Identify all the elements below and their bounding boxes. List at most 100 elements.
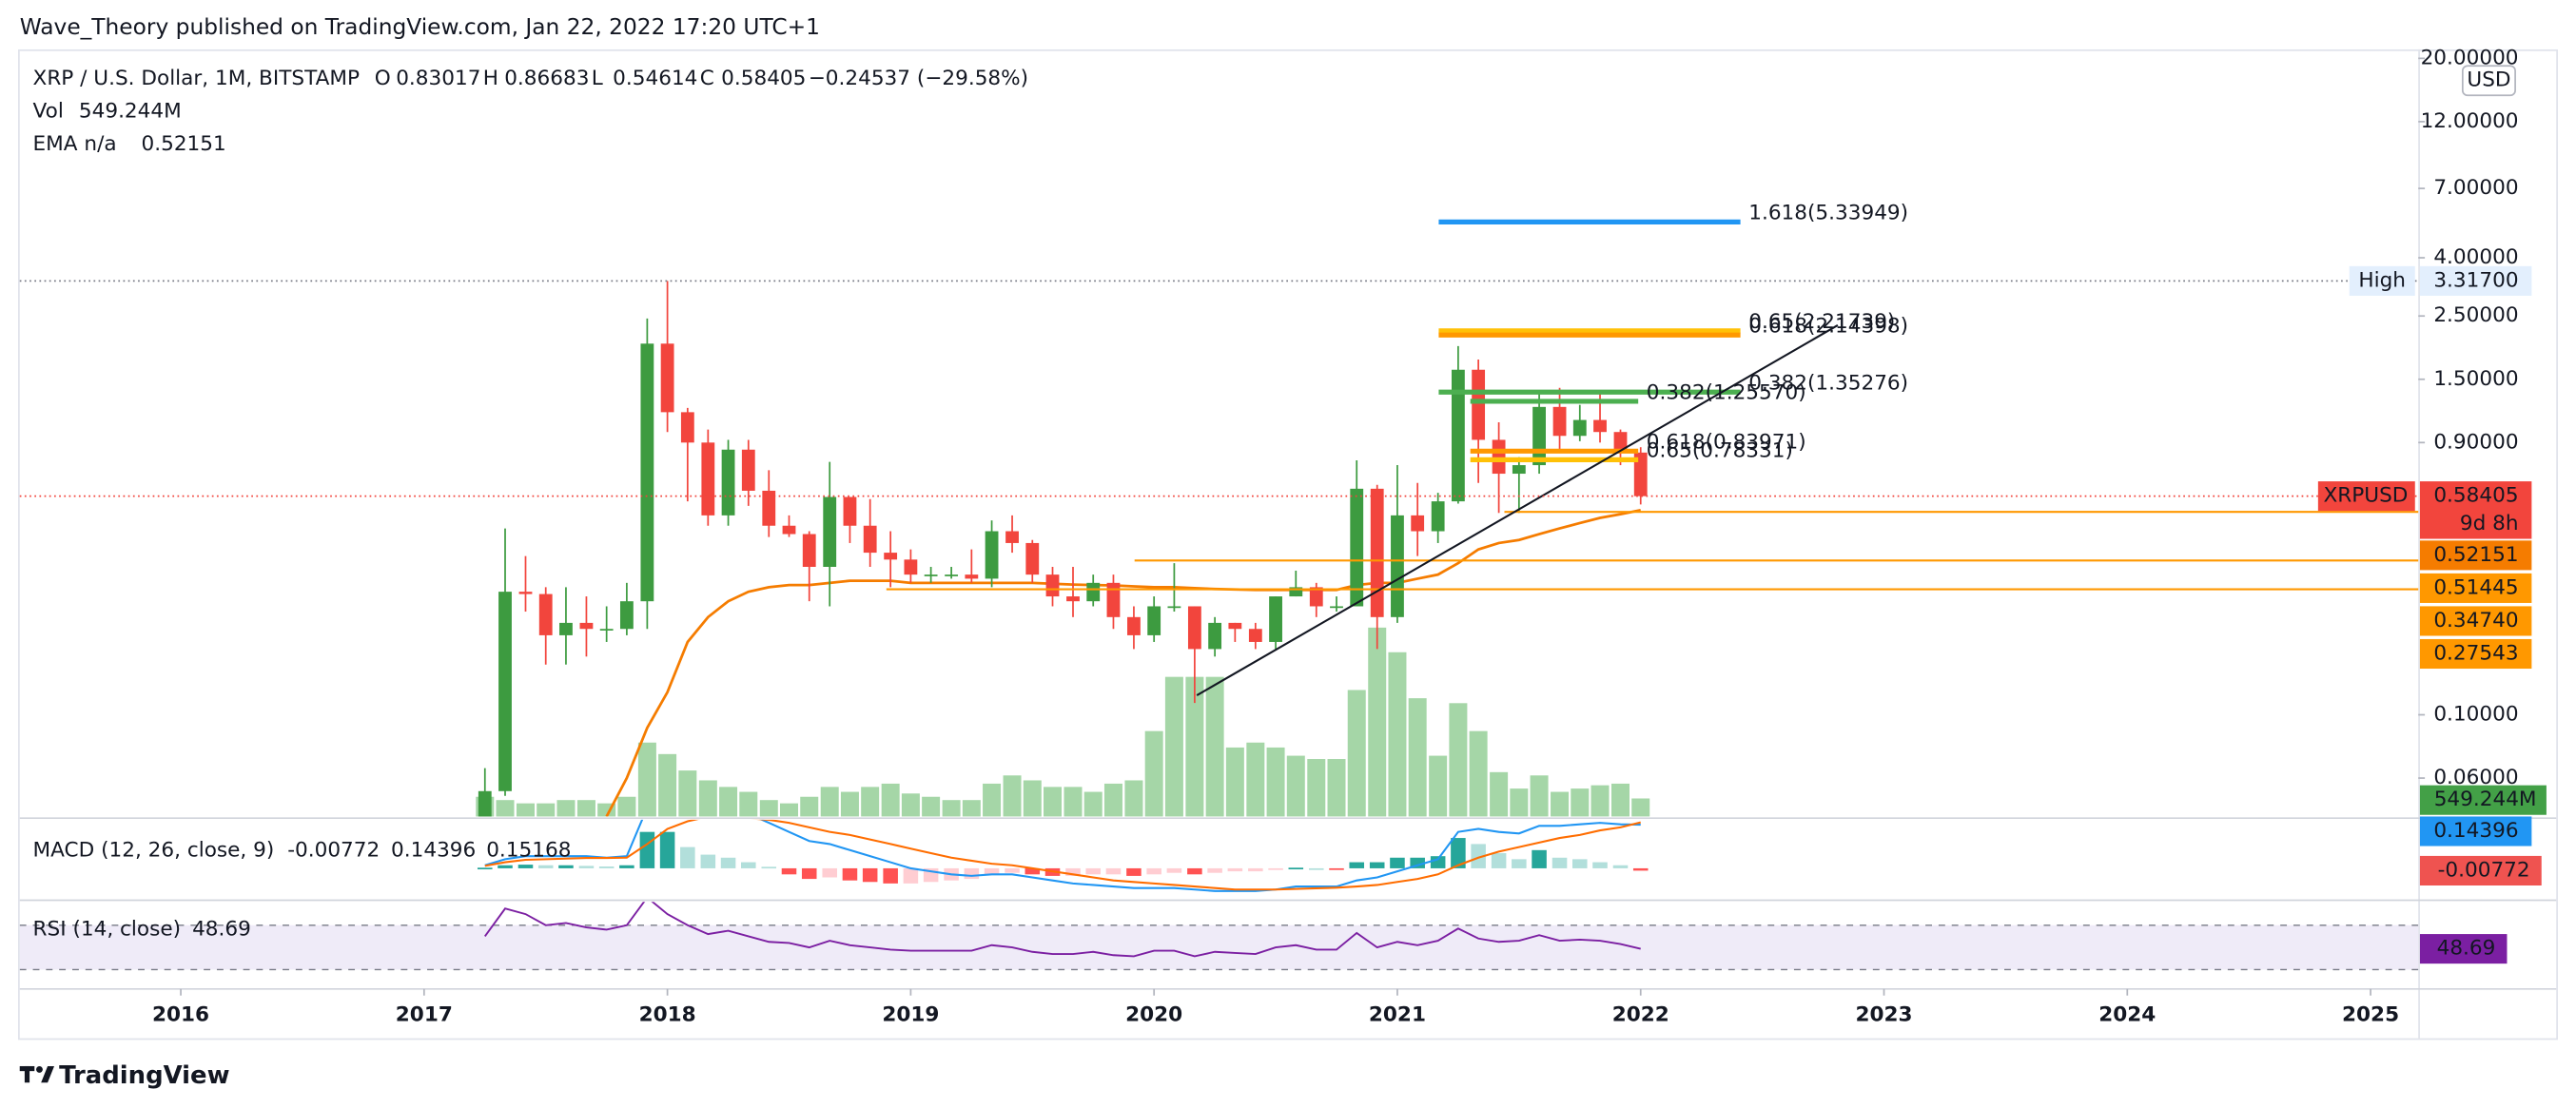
volume-bar [1266,747,1285,817]
candle-body [559,622,573,635]
macd-histogram-bar [842,867,858,881]
macd-histogram-bar [1430,856,1446,868]
rsi-pane [19,902,2419,971]
rsi-axis-label: 48.69 [2437,937,2496,961]
volume-bar [800,796,819,817]
macd-histogram-bar [1166,867,1182,873]
macd-histogram-bar [1207,867,1222,873]
macd-histogram-bar [1512,859,1527,868]
macd-histogram-bar [741,862,756,868]
volume-bar [1469,730,1488,817]
volume-bar [1246,742,1265,817]
rsi-axis-box [2419,934,2508,964]
fib-level-label: 1.618(5.33949) [1748,202,1908,225]
footer-brand: TradingView [59,1061,229,1090]
candle-body [802,534,816,567]
y-tick-label: 12.00000 [2421,109,2519,133]
macd-histogram-bar [478,867,493,870]
candle-body [1269,596,1282,642]
hist-axis-label: -0.00772 [2438,858,2530,882]
macd-histogram-bar [1551,857,1568,868]
candle-body [498,592,512,791]
volume-bar [1347,690,1366,817]
x-tick-label: 2016 [152,1002,209,1026]
volume-bar [496,800,515,817]
volume-bar [962,800,981,817]
macd-histogram-bar [1085,867,1101,875]
high-value: 3.31700 [2433,268,2518,292]
fib-level-label: 0.65(0.78331) [1647,439,1793,463]
candle-body [1086,582,1101,602]
price-level-box [2419,573,2532,603]
candle-body [599,629,614,631]
volume-bar [759,800,778,817]
macd-axis-box [2419,816,2532,846]
candle-body [1552,406,1567,437]
candle-body [1492,439,1506,475]
candle-body [1066,596,1080,602]
candle-body [1005,531,1019,543]
macd-histogram-bar [761,866,777,869]
macd-histogram-bar [680,846,695,868]
candle-body [965,574,979,579]
volume-bar [983,783,1002,817]
volume-bar [901,793,920,817]
volume-bar [1286,755,1305,817]
candle-body [1167,606,1181,609]
volume-bar [1164,676,1183,817]
ema-line [605,509,1641,817]
volume-bar [1307,759,1326,817]
volume-bar [576,800,595,817]
candle-body [741,449,755,491]
volume-bar [881,783,900,817]
macd-histogram-bar [1532,849,1547,868]
candle-body [823,496,837,567]
volume-bar [637,742,656,817]
x-tick-label: 2017 [396,1002,453,1026]
candle-body [843,496,857,526]
rsi-legend-value: 48.69 [192,918,251,942]
candle-body [904,559,918,575]
x-tick-label: 2020 [1125,1002,1182,1026]
volume-bar [556,800,576,817]
volume-bar [658,753,677,817]
candle-body [1593,419,1607,433]
volume-bar [719,787,738,817]
macd-pane [478,819,1649,892]
macd-histogram-bar [1369,862,1385,868]
y-tick-label: 0.90000 [2433,430,2518,454]
macd-histogram-bar [1491,852,1507,868]
x-tick-label: 2025 [2342,1002,2399,1026]
candle-body [863,525,877,554]
volume-bar [617,796,636,817]
volume-bar [1064,787,1083,817]
volume-bar [780,803,798,817]
x-tick-label: 2022 [1612,1002,1669,1026]
macd-histogram-bar [1248,867,1263,872]
candle-body [1391,515,1404,617]
volume-bar [678,770,697,817]
macd-histogram-bar [1288,867,1304,870]
volume-bar [1368,627,1387,817]
x-tick-label: 2021 [1369,1002,1426,1026]
macd-histogram-bar [578,866,595,868]
y-tick-label: 4.00000 [2433,245,2518,269]
tradingview-logo [19,1065,54,1083]
legend-ohlc-value: 0.83017 [396,67,480,90]
legend-ohlc-value: 0.58405 [721,67,806,90]
candle-body [660,343,674,413]
candle-body [985,531,999,579]
macd-histogram-bar [1612,865,1629,868]
fib-level-label: 0.382(1.25570) [1647,380,1806,404]
macd-histogram-bar [1410,857,1425,868]
macd-histogram-bar [1025,867,1041,875]
ema-axis-box [2419,540,2532,571]
volume-bar [1449,703,1468,817]
volume-bar [1124,780,1143,817]
candle-body [1248,629,1262,642]
y-tick-label: 0.10000 [2433,703,2518,727]
candle-body [1472,369,1486,440]
macd-histogram-bar [1268,867,1283,870]
candle-body [1572,419,1587,437]
macd-histogram-bar [1572,859,1588,868]
